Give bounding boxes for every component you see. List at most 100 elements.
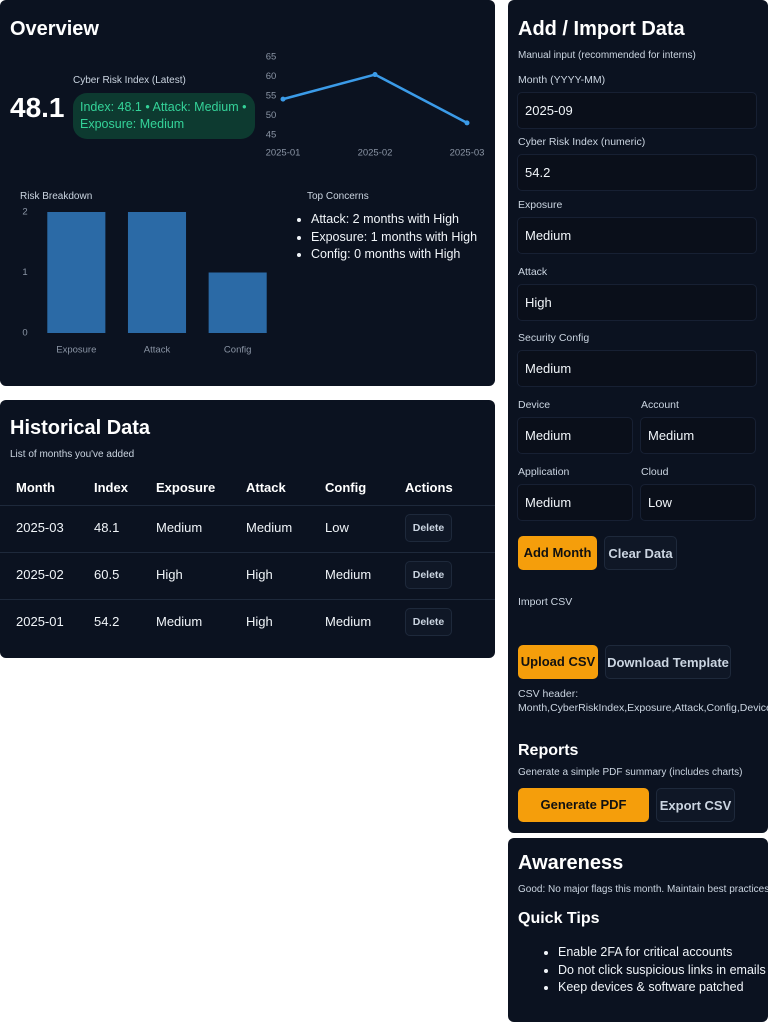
concerns-list: Attack: 2 months with HighExposure: 1 mo… — [291, 211, 477, 264]
concern-item: Attack: 2 months with High — [311, 211, 477, 229]
row-divider — [0, 552, 495, 553]
y-tick-label: 45 — [266, 130, 277, 141]
delete-button[interactable]: Delete — [405, 561, 452, 589]
concerns-title: Top Concerns — [307, 191, 369, 202]
trend-point — [464, 120, 470, 126]
awareness-panel: Awareness Good: No major flags this mont… — [508, 838, 768, 1022]
y-tick-label: 2 — [22, 207, 27, 218]
overview-charts: 45 50 55 60 65 2025-01 2025-02 2025-03 0 1 2 Exposu… — [22, 52, 485, 356]
y-tick-label: 50 — [266, 110, 277, 121]
column-header: Config — [325, 480, 367, 495]
field-input[interactable]: Medium — [517, 350, 757, 387]
field-label: Device — [518, 399, 551, 411]
y-tick-label: 0 — [22, 328, 27, 339]
table-cell: Medium — [156, 520, 203, 535]
field-input[interactable]: Medium — [517, 417, 633, 454]
field-label: Application — [518, 466, 570, 478]
y-tick-label: 65 — [266, 52, 277, 63]
awareness-title: Awareness — [518, 852, 624, 874]
row-divider — [0, 505, 495, 506]
add-button[interactable]: Add Month — [518, 536, 597, 570]
tip-item: Enable 2FA for critical accounts — [558, 944, 766, 962]
export-button[interactable]: Export CSV — [656, 788, 735, 822]
tips-title: Quick Tips — [518, 910, 600, 927]
y-tick-label: 60 — [266, 71, 277, 82]
table-cell: High — [246, 567, 273, 582]
field-input[interactable]: Low — [640, 484, 756, 521]
delete-button[interactable]: Delete — [405, 608, 452, 636]
field-label: Exposure — [518, 199, 563, 211]
table-cell: High — [156, 567, 183, 582]
reports-title: Reports — [518, 742, 579, 759]
field-label: Security Config — [518, 332, 590, 344]
field-label: Attack — [518, 266, 548, 278]
table-cell: 60.5 — [94, 567, 120, 582]
column-header: Attack — [246, 480, 286, 495]
table-cell: 2025-01 — [16, 614, 64, 629]
x-tick-label: Attack — [144, 345, 171, 356]
history-subtitle: List of months you've added — [10, 449, 135, 460]
table-cell: 2025-02 — [16, 567, 64, 582]
delete-button[interactable]: Delete — [405, 514, 452, 542]
y-tick-label: 1 — [22, 267, 27, 278]
concern-item: Config: 0 months with High — [311, 246, 477, 264]
bar — [127, 212, 187, 333]
x-tick-label: 2025-02 — [358, 148, 393, 159]
overview-panel: 45 50 55 60 65 2025-01 2025-02 2025-03 0 1 2 Exposu… — [0, 0, 495, 386]
trend-point — [372, 72, 378, 78]
pdf-button[interactable]: Generate PDF Report — [518, 788, 649, 833]
index-value: 48.1 — [10, 92, 65, 123]
tip-item: Keep devices & software patched — [558, 979, 766, 997]
table-cell: Medium — [325, 614, 372, 629]
bar — [47, 212, 106, 333]
field-input[interactable]: Medium — [517, 484, 633, 521]
column-header: Actions — [405, 480, 453, 495]
row-divider — [0, 599, 495, 600]
template-button[interactable]: Download Template — [605, 645, 731, 679]
clear-button[interactable]: Clear Data — [604, 536, 677, 570]
history-panel: Historical Data List of months you've ad… — [0, 400, 495, 658]
field-input[interactable]: Medium — [517, 217, 757, 254]
field-label: Month (YYYY-MM) — [518, 74, 606, 86]
form-title: Add / Import Data — [518, 18, 685, 40]
field-label: Cyber Risk Index (numeric) — [518, 136, 646, 148]
column-header: Month — [16, 480, 55, 495]
import-label: Import CSV — [518, 596, 573, 608]
tip-item: Do not click suspicious links in emails — [558, 962, 766, 980]
form-subtitle: Manual input (recommended for interns) — [518, 50, 696, 61]
table-cell: 48.1 — [94, 520, 120, 535]
table-cell: Low — [325, 520, 349, 535]
table-cell: 54.2 — [94, 614, 120, 629]
table-cell: Medium — [325, 567, 372, 582]
reports-subtitle: Generate a simple PDF summary (includes … — [518, 767, 743, 778]
index-label: Cyber Risk Index (Latest) — [73, 75, 186, 86]
x-tick-label: 2025-03 — [450, 148, 485, 159]
history-title: Historical Data — [10, 417, 151, 439]
overview-title: Overview — [10, 18, 99, 40]
column-header: Exposure — [156, 480, 216, 495]
csv-header-label: CSV header: — [518, 688, 579, 700]
column-header: Index — [94, 480, 128, 495]
x-tick-label: 2025-01 — [266, 148, 301, 159]
y-tick-label: 55 — [266, 91, 277, 102]
csv-header: Month,CyberRiskIndex,Exposure,Attack,Con… — [518, 702, 768, 714]
field-input[interactable]: Medium — [640, 417, 756, 454]
trend-point — [280, 96, 286, 102]
field-input[interactable]: 2025-09 — [517, 92, 757, 129]
x-tick-label: Config — [224, 345, 251, 356]
field-label: Account — [641, 399, 679, 411]
table-cell: Medium — [246, 520, 293, 535]
table-cell: Medium — [156, 614, 203, 629]
x-tick-label: Exposure — [56, 345, 96, 356]
field-input[interactable]: 54.2 — [517, 154, 757, 191]
field-label: Cloud — [641, 466, 669, 478]
status-badge: Index: 48.1 • Attack: Medium • Exposure:… — [73, 93, 255, 139]
chart-title: Risk Breakdown — [20, 191, 93, 202]
table-cell: High — [246, 614, 273, 629]
field-input[interactable]: High — [517, 284, 757, 321]
form-panel: Add / Import Data Manual input (recommen… — [508, 0, 768, 833]
upload-button[interactable]: Upload CSV — [518, 645, 598, 679]
tips-list: Enable 2FA for critical accountsDo not c… — [538, 944, 766, 997]
bar — [208, 272, 267, 333]
